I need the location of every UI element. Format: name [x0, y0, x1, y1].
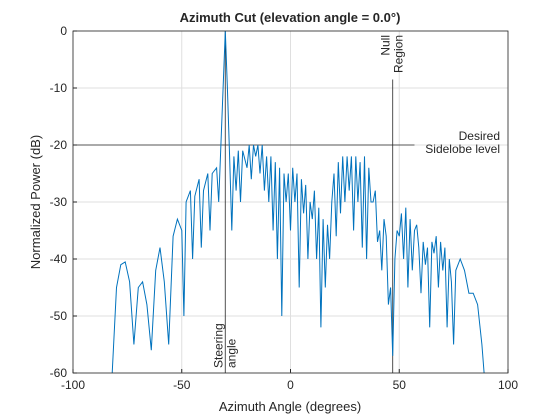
x-tick-label: 0 — [287, 378, 294, 392]
annotation: Region — [392, 35, 406, 73]
y-tick-label: -10 — [50, 81, 68, 95]
y-tick-label: -20 — [50, 138, 68, 152]
y-tick-label: 0 — [60, 24, 67, 38]
x-axis-label: Azimuth Angle (degrees) — [219, 399, 361, 414]
y-tick-label: -60 — [50, 366, 68, 380]
annotation: angle — [224, 338, 238, 368]
annotation: Desired — [459, 129, 500, 143]
axes-box — [72, 30, 509, 374]
y-tick-label: -30 — [50, 195, 68, 209]
annotation: Null — [379, 35, 393, 56]
y-tick-label: -40 — [50, 252, 68, 266]
annotation: Steering — [211, 323, 225, 368]
annotation: Sidelobe level — [425, 142, 500, 156]
x-tick-label: -50 — [173, 378, 191, 392]
x-tick-label: 100 — [498, 378, 518, 392]
data-line — [111, 30, 485, 374]
x-tick-label: -100 — [61, 378, 85, 392]
x-tick-label: 50 — [393, 378, 407, 392]
y-axis-label: Normalized Power (dB) — [28, 135, 43, 269]
chart-title: Azimuth Cut (elevation angle = 0.0°) — [180, 10, 401, 25]
y-tick-label: -50 — [50, 309, 68, 323]
